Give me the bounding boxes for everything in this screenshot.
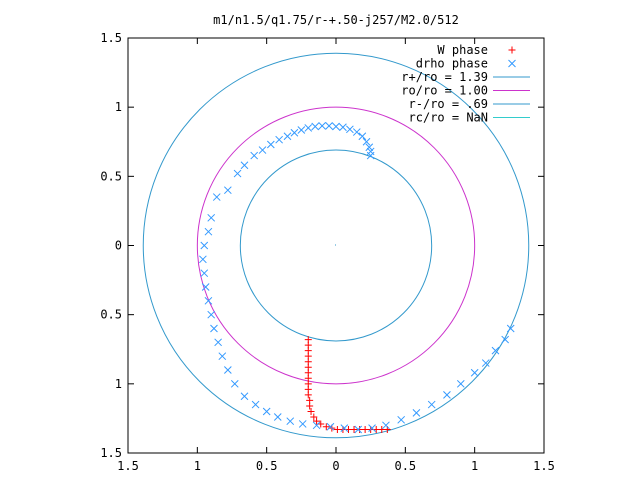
drho-phase-point: [212, 193, 221, 201]
x-tick-label: 0.5: [394, 459, 416, 473]
y-tick-label: 1.5: [100, 446, 122, 460]
drho-phase-point: [290, 128, 299, 137]
y-tick-label: 0.5: [100, 308, 122, 322]
w-phase-point: [313, 417, 321, 425]
drho-phase-point: [346, 125, 354, 134]
drho-phase-point: [362, 137, 371, 146]
drho-phase-point: [199, 255, 207, 264]
w-phase-point: [306, 402, 314, 410]
drho-phase-point: [223, 186, 232, 195]
drho-phase-point: [233, 169, 242, 178]
w-phase-point: [304, 391, 312, 399]
w-phase-point: [322, 423, 330, 431]
legend-label: rc/ro = NaN: [409, 111, 488, 125]
drho-phase-point: [312, 421, 321, 430]
x-tick-label: 1.5: [533, 459, 555, 473]
drho-phase-point: [266, 140, 275, 149]
legend-label: r+/ro = 1.39: [401, 70, 488, 84]
y-tick-label: 1.5: [100, 31, 122, 45]
drho-phase-point: [354, 425, 363, 434]
drho-phase-point: [214, 338, 222, 347]
drho-phase-point: [297, 126, 306, 134]
drho-phase-point: [273, 413, 282, 421]
drho-phase-point: [240, 392, 249, 401]
drho-phase-point: [201, 283, 210, 291]
drho-phase-point: [298, 420, 307, 428]
drho-phase-point: [365, 143, 374, 152]
legend-label: W phase: [437, 43, 488, 57]
x-tick-label: 0.5: [256, 459, 278, 473]
legend-marker: [508, 59, 516, 68]
drho-phase-point: [368, 424, 376, 432]
drho-phase-point: [311, 122, 320, 131]
x-tick-label: 0: [332, 459, 339, 473]
drho-phase-point: [481, 359, 490, 367]
drho-phase-point: [207, 310, 216, 319]
drho-phase-point: [230, 379, 239, 388]
reference-circles: [142, 52, 530, 439]
y-tick-label: 1: [115, 377, 122, 391]
drho-phase-point: [340, 424, 349, 432]
x-tick-label: 1: [471, 459, 478, 473]
drho-phase-point: [352, 128, 361, 136]
drho-phase-point: [210, 324, 218, 333]
drho-phase-point: [501, 335, 510, 344]
drho-phase-point: [204, 227, 213, 236]
drho-phase-point: [223, 366, 232, 374]
circle-r-0_69: [239, 149, 433, 342]
drho-phase-point: [258, 146, 267, 154]
drho-phase-point: [262, 407, 271, 416]
drho-phase-point: [283, 132, 292, 141]
drho-phase-point: [326, 422, 335, 431]
drho-phase-point: [240, 161, 249, 170]
drho-phase-point: [427, 400, 436, 409]
drho-phase-point: [318, 121, 326, 130]
drho-phase-point: [250, 151, 259, 160]
legend-label: drho phase: [416, 57, 488, 71]
drho-phase-point: [207, 213, 216, 222]
w-phase-point: [310, 413, 318, 421]
drho-phase-point: [366, 147, 375, 156]
drho-phase-point: [339, 123, 347, 132]
drho-phase-point: [470, 368, 479, 377]
drho-phase-point: [456, 379, 465, 388]
drho-phase-point: [443, 391, 451, 399]
drho-phase-point: [304, 124, 313, 132]
drho-phase-point: [491, 346, 500, 355]
circle-r-1: [196, 106, 476, 385]
legend-label: ro/ro = 1.00: [401, 84, 488, 98]
drho-phase-point: [332, 122, 340, 131]
y-tick-label: 0: [115, 239, 122, 253]
drho-phase-point: [200, 269, 209, 278]
drho-phase-point: [412, 409, 421, 417]
w-phase-point: [307, 408, 315, 415]
drho-phase-point: [218, 352, 227, 361]
drho-phase-point: [200, 241, 209, 250]
circle-r-1_39: [142, 52, 530, 439]
drho-phase-point: [358, 132, 367, 141]
drho-phase-point: [204, 296, 213, 305]
y-tick-label: 0.5: [100, 169, 122, 183]
drho-phase-point: [251, 400, 260, 409]
chart-title: m1/n1.5/q1.75/r-+.50-j257/M2.0/512: [213, 13, 459, 27]
legend-marker: [508, 46, 516, 54]
drho-phase-point: [397, 415, 406, 424]
drho-phase-point: [275, 135, 284, 144]
drho-phase-point: [286, 417, 295, 426]
y-tick-label: 1: [115, 100, 122, 114]
x-tick-label: 1: [194, 459, 201, 473]
axis-ticks: 1.5 1 0.5 0 0.5 1 1.51.510.500.511.5: [100, 31, 555, 473]
drho-phase-point: [506, 324, 515, 333]
drho-phase-point: [325, 121, 333, 130]
drho-phase-point: [382, 421, 390, 430]
x-tick-label: 1.5: [117, 459, 139, 473]
data-points: [199, 121, 515, 434]
legend-label: r-/ro = .69: [409, 97, 488, 111]
